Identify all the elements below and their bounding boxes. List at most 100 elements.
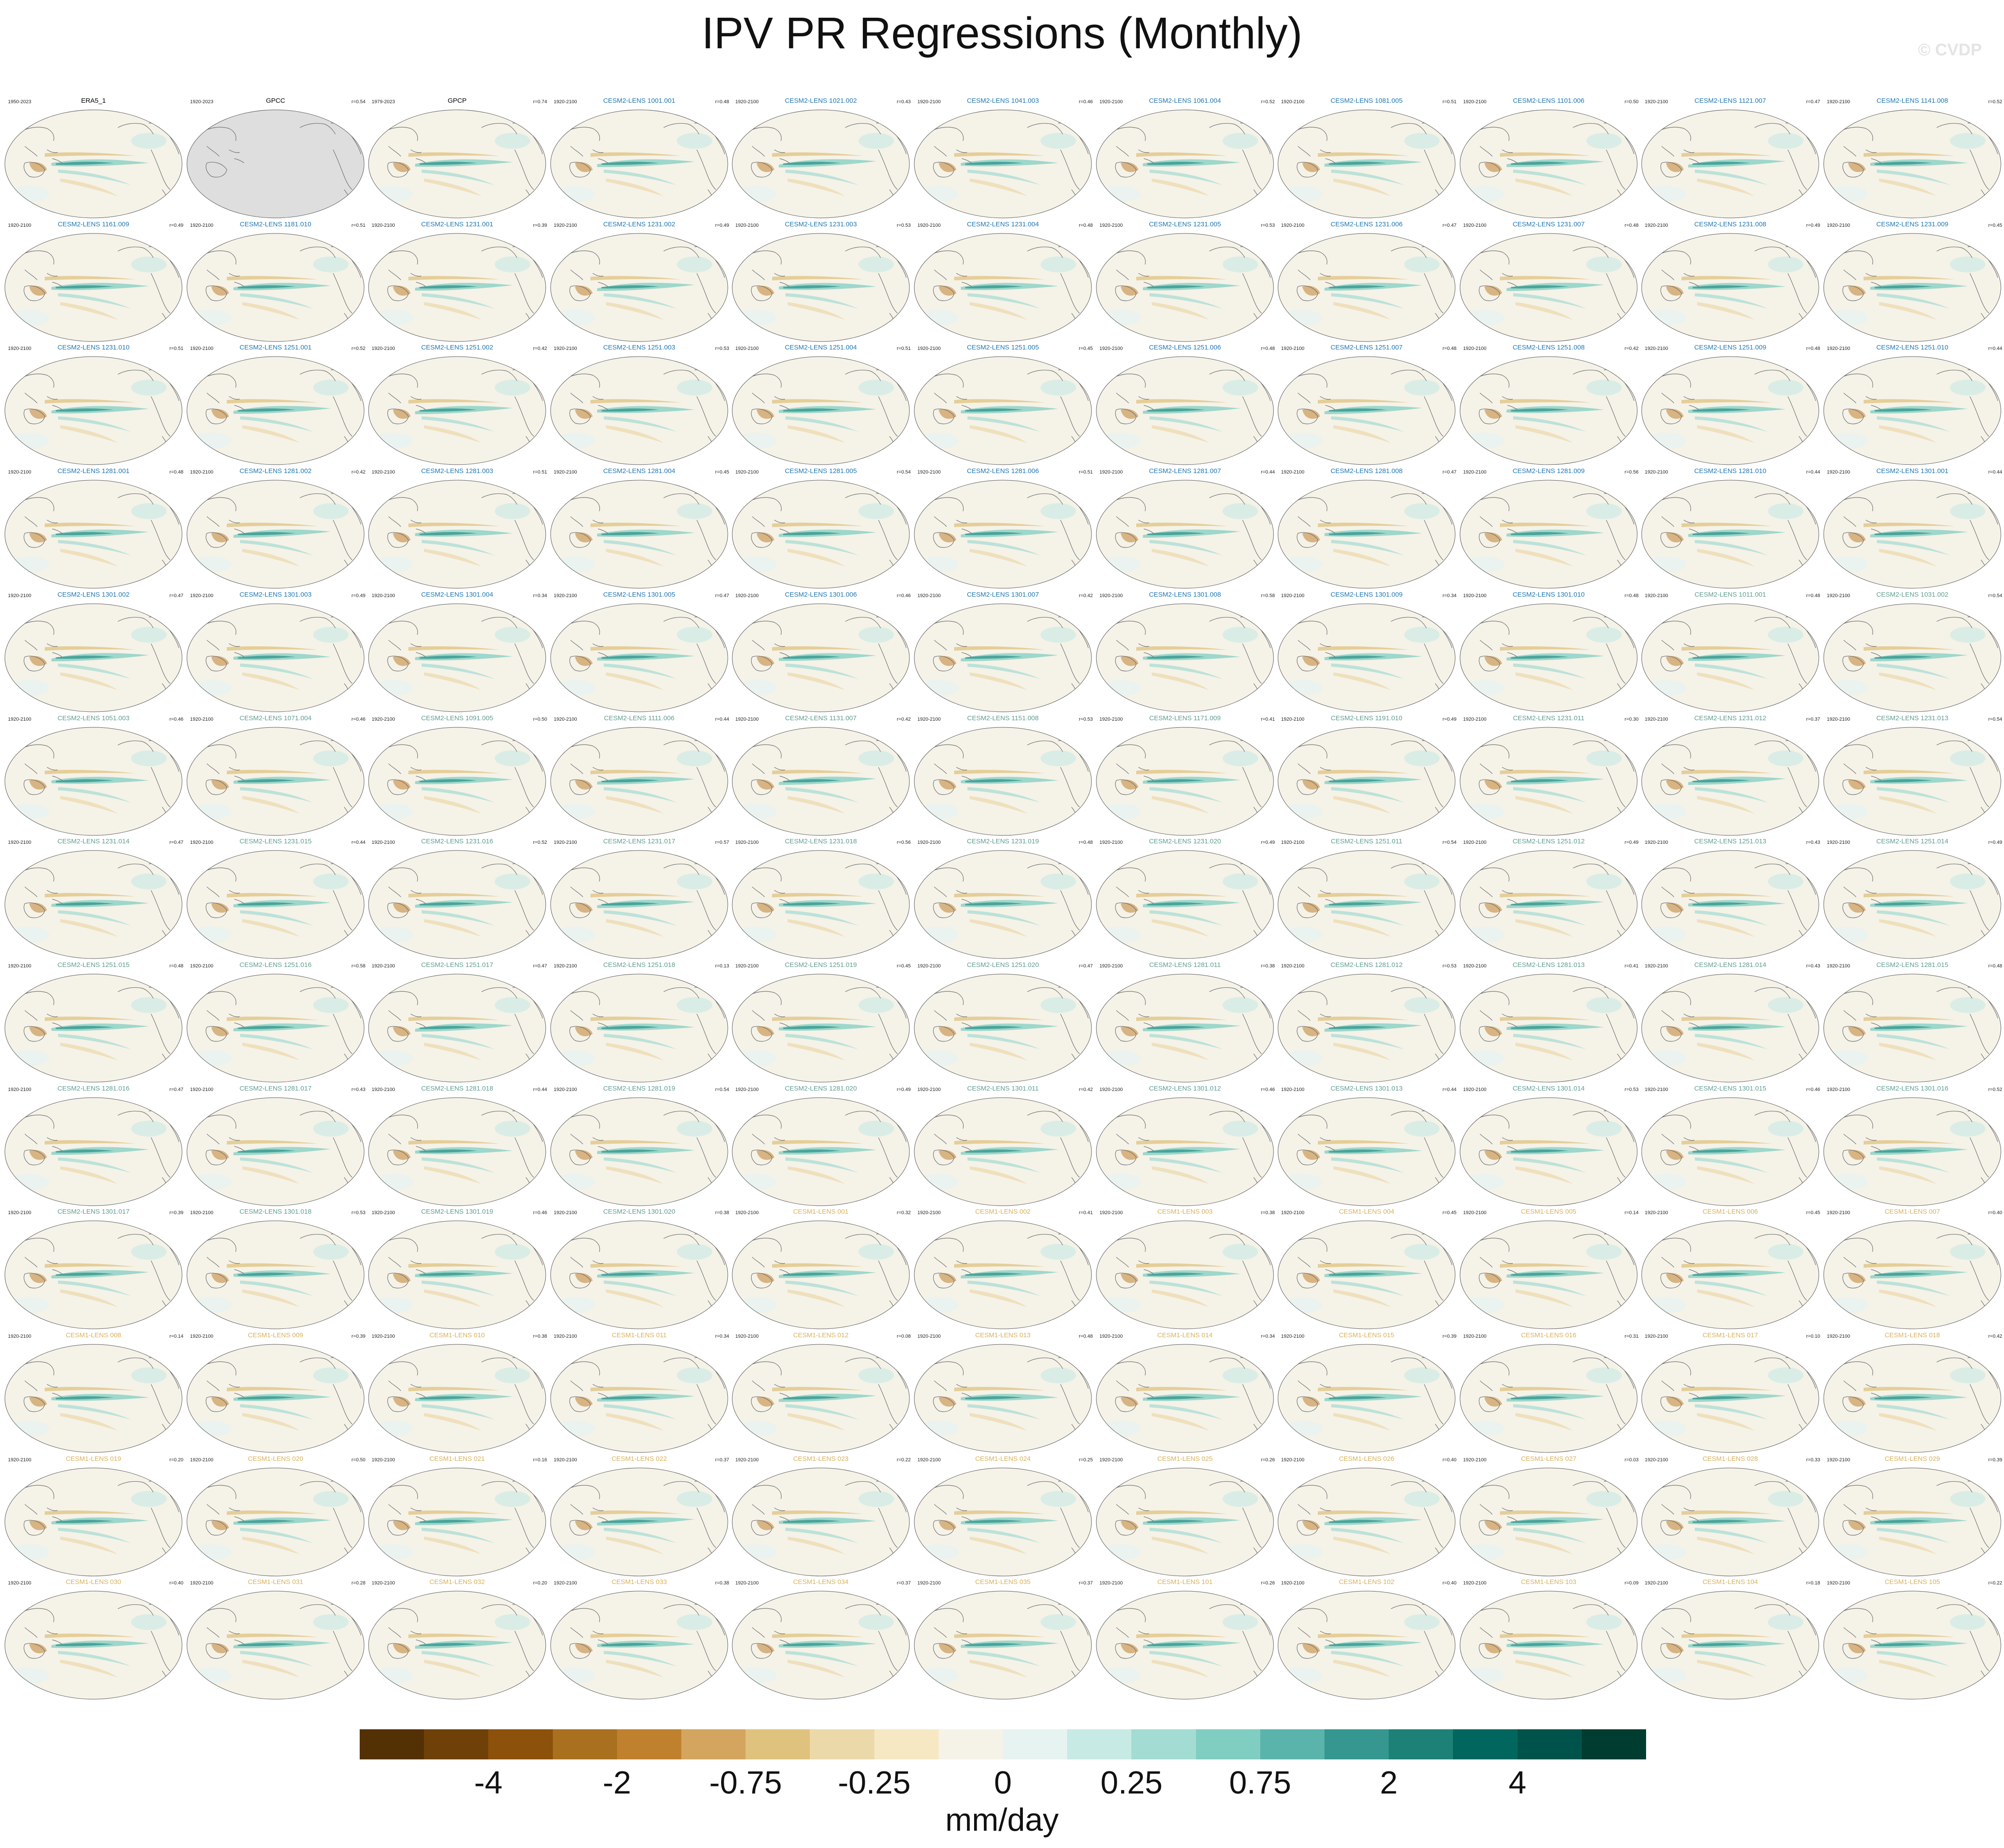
precip-anomaly	[1329, 902, 1386, 906]
coastline	[1573, 1357, 1609, 1369]
panel-title: CESM2-LENS 1251.015	[57, 961, 130, 969]
coastline	[1842, 656, 1864, 672]
map-field	[555, 369, 725, 452]
map-outline	[1278, 233, 1456, 342]
precip-anomaly	[45, 399, 136, 404]
coastline	[299, 1357, 336, 1369]
coastline	[1689, 1022, 1699, 1028]
map-panel: 1920-2100 CESM2-LENS 1301.012 r=0.46	[1094, 1084, 1276, 1208]
precip-anomaly	[1404, 133, 1440, 149]
precip-anomaly	[9, 927, 49, 943]
map-field	[919, 369, 1089, 452]
coastline	[1657, 991, 1691, 1006]
panel-correlation: r=0.47	[1806, 99, 1821, 105]
coastline	[1390, 1234, 1427, 1246]
precip-anomaly	[1848, 1643, 1866, 1654]
coastline	[410, 1384, 422, 1388]
precip-anomaly	[56, 1643, 113, 1646]
precip-anomaly	[677, 380, 712, 396]
precip-anomaly	[1666, 656, 1684, 666]
precip-anomaly	[785, 170, 858, 185]
precip-anomaly	[242, 1289, 300, 1307]
precip-anomaly	[1333, 549, 1391, 567]
precip-anomaly	[1695, 910, 1768, 926]
precip-anomaly	[602, 1273, 659, 1276]
precip-anomaly	[1875, 285, 1932, 289]
panel-correlation: r=0.09	[1624, 1580, 1639, 1586]
precip-anomaly	[29, 532, 47, 543]
map-field	[9, 1604, 179, 1687]
coastline	[751, 1149, 773, 1165]
coastline	[1390, 1604, 1427, 1616]
panel-years: 1920-2100	[190, 1580, 214, 1586]
precip-anomaly	[1331, 1528, 1404, 1543]
coastline	[20, 250, 54, 265]
map-globe	[914, 603, 1092, 712]
map-globe	[368, 1468, 546, 1576]
map-panel: 1920-2100 CESM2-LENS 1061.004 r=0.52	[1094, 97, 1276, 221]
map-panel: 1920-2100 CESM2-LENS 1251.020 r=0.47	[912, 961, 1094, 1085]
coastline	[1143, 158, 1154, 163]
precip-anomaly	[555, 1544, 595, 1560]
coastline	[206, 1504, 220, 1515]
coastline	[388, 1504, 401, 1515]
coastline	[779, 1146, 790, 1151]
map-field	[1646, 1481, 1816, 1564]
coastline	[1242, 643, 1262, 684]
panel-title: CESM1-LENS 002	[975, 1208, 1031, 1215]
precip-anomaly	[737, 1050, 777, 1066]
map-outline	[4, 1468, 183, 1576]
coastline	[1787, 149, 1807, 190]
coastline	[1689, 899, 1699, 904]
coastline	[20, 1361, 54, 1376]
precip-anomaly	[313, 874, 349, 889]
map-outline	[550, 603, 728, 712]
precip-anomaly	[56, 532, 113, 536]
precip-anomaly	[1331, 1034, 1404, 1049]
panel-correlation: r=0.20	[169, 1457, 184, 1463]
panel-years: 1920-2100	[1099, 1457, 1123, 1463]
precip-anomaly	[1693, 656, 1750, 659]
map-outline	[1823, 480, 2001, 589]
coastline	[1479, 779, 1500, 795]
coastline	[387, 408, 409, 424]
precip-anomaly	[9, 556, 49, 572]
precip-anomaly	[45, 893, 136, 897]
panel-correlation: r=0.42	[1079, 593, 1093, 598]
precip-anomaly	[954, 1387, 1045, 1391]
map-globe	[550, 233, 728, 342]
coastline	[1839, 127, 1873, 141]
coastline	[1843, 1627, 1856, 1638]
map-panel: 1920-2100 CESM2-LENS 1301.013 r=0.44	[1276, 1084, 1457, 1208]
coastline	[1480, 886, 1493, 897]
coastline	[961, 1393, 972, 1398]
precip-anomaly	[313, 1244, 349, 1260]
coastline	[751, 1026, 773, 1042]
coastline	[1479, 1273, 1500, 1289]
panel-years: 1920-2100	[1645, 1210, 1668, 1215]
map-outline	[1096, 850, 1274, 959]
coastline	[1293, 621, 1328, 635]
precip-anomaly	[1879, 179, 1937, 196]
map-globe	[1096, 480, 1274, 589]
map-panel: 1920-2100 CESM2-LENS 1181.010 r=0.51	[185, 220, 366, 344]
coastline	[929, 1485, 964, 1499]
panel-correlation: r=0.38	[715, 1210, 730, 1215]
coastline	[598, 899, 608, 904]
panel-title: CESM2-LENS 1301.009	[1330, 591, 1403, 598]
coastline	[1787, 767, 1807, 808]
coastline	[387, 1520, 409, 1536]
precip-anomaly	[677, 874, 712, 889]
coastline	[1027, 493, 1063, 505]
coastline	[956, 1013, 967, 1017]
coastline	[1143, 776, 1154, 781]
coastline	[1138, 1137, 1150, 1141]
panel-correlation: r=0.45	[1442, 1210, 1457, 1215]
map-panel: 1920-2100 CESM2-LENS 1001.001 r=0.48	[548, 97, 730, 221]
coastline	[234, 158, 245, 163]
precip-anomaly	[56, 1026, 113, 1029]
coastline	[1325, 652, 1336, 657]
map-field	[1646, 1357, 1816, 1440]
coastline	[52, 1639, 62, 1645]
coastline	[956, 890, 967, 894]
